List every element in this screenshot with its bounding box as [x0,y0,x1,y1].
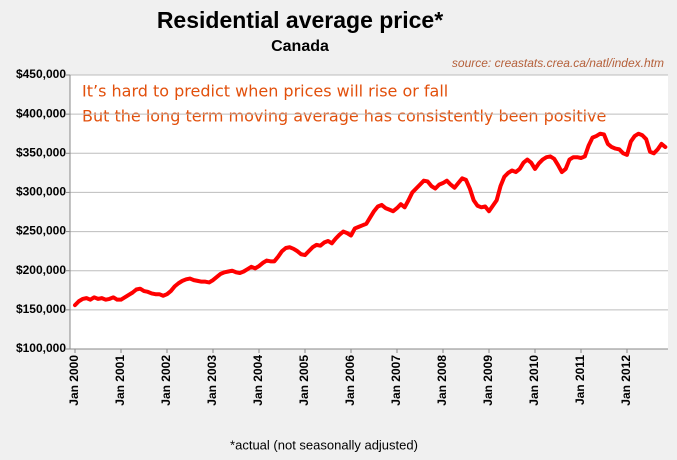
y-tick-label: $200,000 [16,263,66,277]
x-tick-label: Jan 2000 [67,355,81,406]
plot-area [70,75,668,349]
x-tick-label: Jan 2004 [251,355,265,406]
x-tick-label: Jan 2008 [435,355,449,406]
chart-subtitle: Canada [271,38,329,55]
y-tick-label: $150,000 [16,302,66,316]
x-tick-label: Jan 2012 [619,355,633,406]
chart-title: Residential average price* [157,7,443,33]
x-tick-label: Jan 2006 [343,355,357,406]
annotation: But the long term moving average has con… [82,107,606,126]
y-tick-label: $400,000 [16,106,66,120]
price-line [73,131,668,308]
y-tick-label: $350,000 [16,145,66,159]
annotation: It’s hard to predict when prices will ri… [82,82,448,101]
y-tick-label: $250,000 [16,224,66,238]
y-tick-label: $300,000 [16,185,66,199]
x-tick-label: Jan 2011 [573,355,587,405]
x-tick-label: Jan 2002 [159,355,173,406]
source: source: creastats.crea.ca/natl/index.htm [452,56,664,70]
footnote: *actual (not seasonally adjusted) [230,437,418,452]
x-tick-label: Jan 2007 [389,355,403,406]
y-tick-label: $100,000 [16,341,66,355]
x-tick-label: Jan 2005 [297,355,311,406]
y-tick-label: $450,000 [16,67,66,81]
x-tick-label: Jan 2001 [113,355,127,406]
x-tick-label: Jan 2003 [205,355,219,406]
x-tick-label: Jan 2009 [481,355,495,406]
x-tick-label: Jan 2010 [527,355,541,406]
